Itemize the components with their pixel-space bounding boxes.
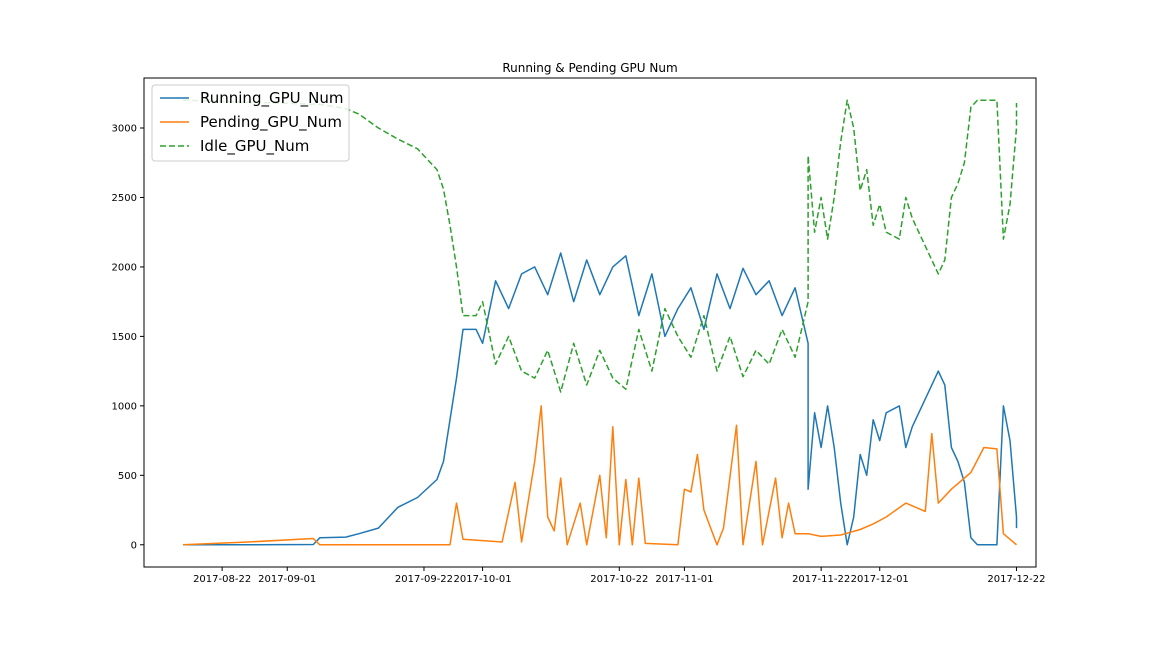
legend-label: Pending_GPU_Num (200, 113, 342, 132)
series-line-running-gpu-num (183, 252, 1018, 546)
x-tick-label: 2017-09-01 (258, 574, 316, 585)
x-tick-label: 2017-10-22 (590, 574, 648, 585)
x-tick-label: 2017-08-22 (193, 574, 251, 585)
series-line-pending-gpu-num (183, 405, 1017, 546)
legend-box (151, 84, 350, 162)
y-tick-label: 3000 (112, 124, 137, 135)
x-tick-label: 2017-09-22 (395, 574, 453, 585)
y-axis: 0 500 1000 1500 2000 2500 3000 (112, 124, 144, 551)
x-tick-label: 2017-11-01 (655, 574, 713, 585)
y-tick-label: 500 (118, 471, 137, 482)
y-tick-label: 2500 (112, 193, 137, 204)
x-tick-label: 2017-12-22 (987, 574, 1045, 585)
y-tick-label: 2000 (112, 262, 137, 273)
x-tick-label: 2017-10-01 (454, 574, 512, 585)
x-axis: 2017-08-22 2017-09-01 2017-09-22 2017-10-01… (193, 567, 1046, 585)
legend-label: Running_GPU_Num (200, 89, 343, 108)
series-group (183, 99, 1018, 546)
y-tick-label: 0 (131, 540, 137, 551)
legend: Running_GPU_Num Pending_GPU_Num Idle_GPU_N… (151, 84, 350, 162)
y-tick-label: 1500 (112, 332, 137, 343)
legend-label: Idle_GPU_Num (200, 137, 309, 156)
y-tick-label: 1000 (112, 401, 137, 412)
chart-title: Running & Pending GPU Num (502, 61, 677, 75)
x-tick-label: 2017-12-01 (851, 574, 909, 585)
series-line-idle-gpu-num (183, 99, 1018, 393)
x-tick-label: 2017-11-22 (792, 574, 850, 585)
plot-area-frame (143, 77, 1037, 568)
